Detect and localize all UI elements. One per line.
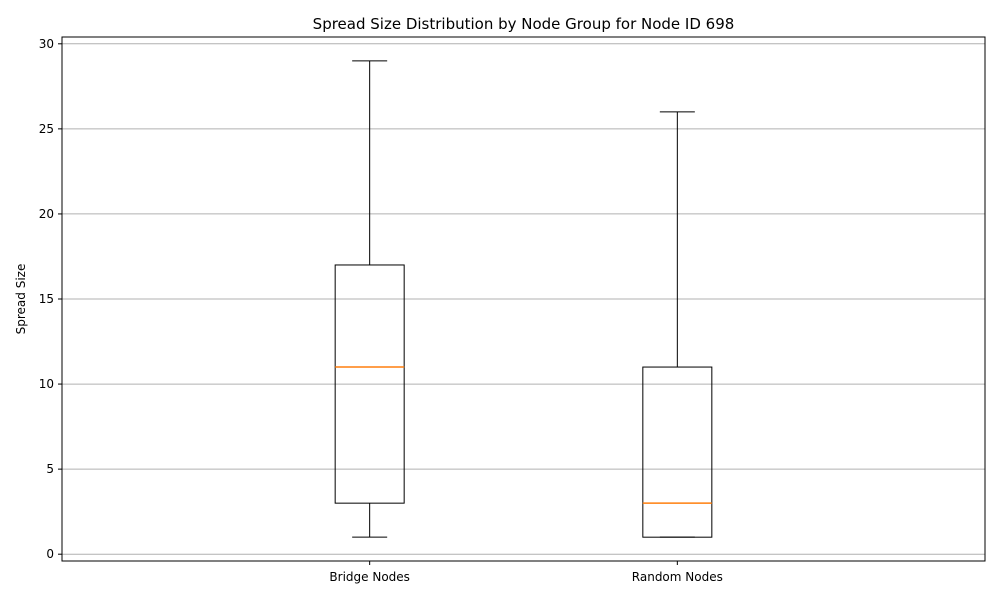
y-tick-label: 20 bbox=[39, 207, 54, 221]
y-tick-label: 10 bbox=[39, 377, 54, 391]
y-tick-label: 25 bbox=[39, 122, 54, 136]
x-tick-label: Random Nodes bbox=[632, 570, 723, 584]
box-bridge-nodes bbox=[334, 60, 405, 538]
y-axis-label: Spread Size bbox=[14, 264, 28, 335]
x-axis-ticks: Bridge Nodes Random Nodes bbox=[329, 561, 723, 584]
box-plot-series bbox=[334, 60, 713, 538]
gridlines bbox=[62, 43, 985, 555]
interquartile-box bbox=[642, 366, 713, 538]
y-tick-label: 15 bbox=[39, 292, 54, 306]
chart-title: Spread Size Distribution by Node Group f… bbox=[313, 15, 735, 33]
y-axis-ticks: 0 5 10 15 20 25 30 bbox=[39, 37, 62, 561]
y-tick-label: 30 bbox=[39, 37, 54, 51]
box-random-nodes bbox=[642, 111, 713, 538]
interquartile-box bbox=[334, 264, 405, 504]
y-tick-label: 0 bbox=[46, 547, 54, 561]
x-tick-label: Bridge Nodes bbox=[329, 570, 410, 584]
y-tick-label: 5 bbox=[46, 462, 54, 476]
